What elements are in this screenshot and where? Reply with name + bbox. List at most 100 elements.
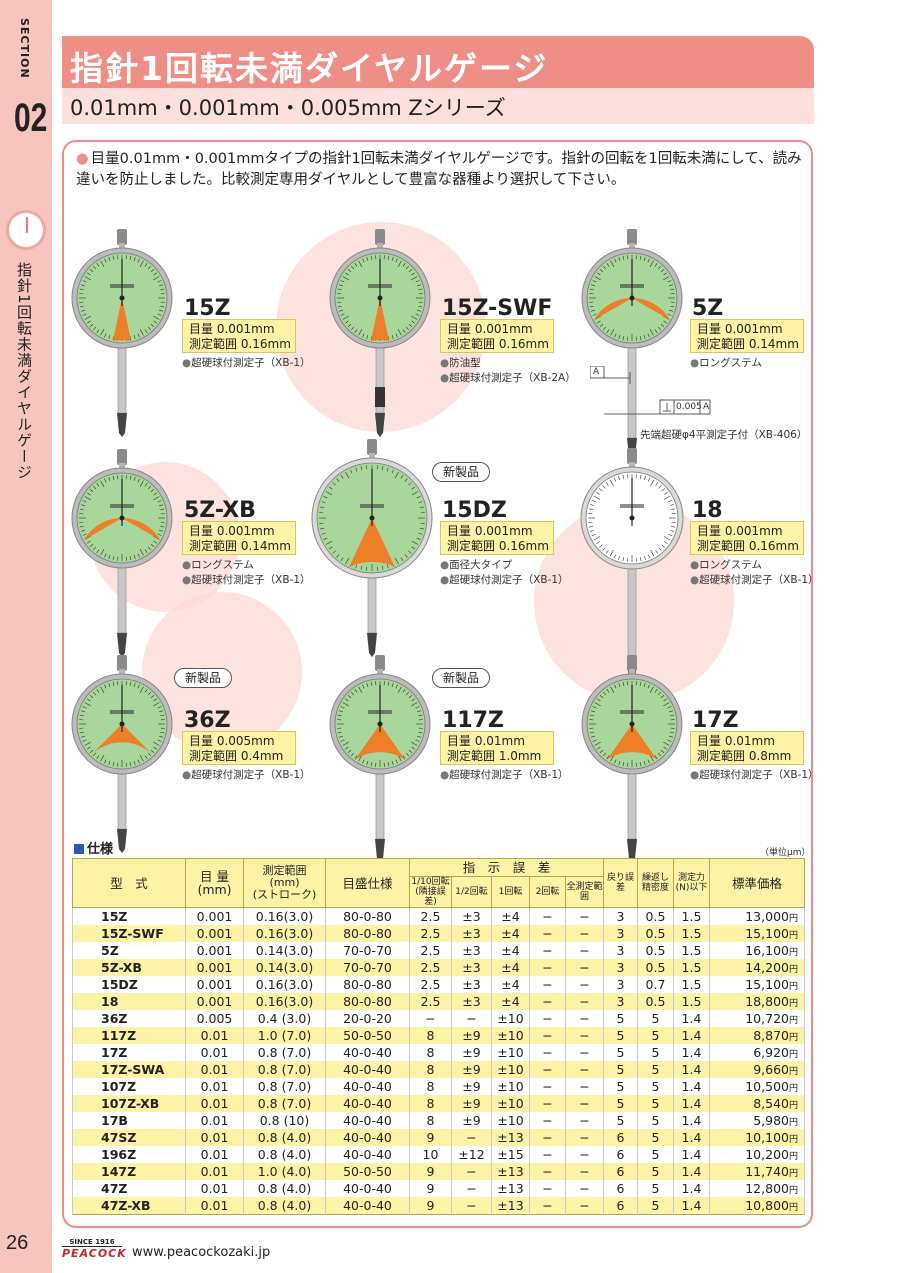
- yen-unit: 円: [788, 1203, 798, 1213]
- cell-hys: 6: [603, 1146, 638, 1163]
- cell-e3: ±4: [491, 925, 530, 942]
- cell-range: 0.8 (4.0): [243, 1146, 326, 1163]
- cell-e5: −: [565, 1163, 604, 1180]
- page-subtitle: 0.01mm・0.001mm・0.005mm Zシリーズ: [70, 96, 506, 120]
- price-value: 8,540: [753, 1096, 789, 1111]
- cell-grad: 0.01: [185, 1146, 244, 1163]
- product-notes: ●ロングステム ●超硬球付測定子（XB-1）: [690, 559, 819, 586]
- cell-grad: 0.01: [185, 1061, 244, 1078]
- note: ロングステム: [191, 559, 254, 571]
- table-row: 36Z 0.005 0.4 (3.0) 20-0-20− − ±10− −5 5 1.4 10,7…: [72, 1010, 805, 1027]
- spec-graduation: 目量 0.001mm: [189, 524, 275, 538]
- spec-box: 目量 0.001mm 測定範囲 0.16mm: [690, 521, 804, 555]
- footer-url[interactable]: www.peacockozaki.jp: [132, 1245, 271, 1260]
- cell-e1: 2.5: [409, 925, 452, 942]
- th-error: 指 示 誤 差: [409, 858, 604, 877]
- cell-hys: 5: [603, 1078, 638, 1095]
- cell-price: 15,100円: [709, 976, 805, 993]
- spec-graduation: 目量 0.001mm: [447, 322, 533, 336]
- spec-range: 測定範囲 0.16mm: [697, 539, 799, 553]
- cell-model: 36Z: [72, 1010, 186, 1027]
- cell-model: 107Z: [72, 1078, 186, 1095]
- cell-e3: ±13: [491, 1129, 530, 1146]
- cell-e4: −: [529, 907, 566, 925]
- cell-range: 0.8 (7.0): [243, 1061, 326, 1078]
- spec-range: 測定範囲 1.0mm: [447, 749, 542, 763]
- cell-e4: −: [529, 1061, 566, 1078]
- cell-e3: ±10: [491, 1027, 530, 1044]
- cell-price: 9,660円: [709, 1061, 805, 1078]
- cell-hys: 5: [603, 1044, 638, 1061]
- dial-gauge-image: [311, 439, 433, 657]
- cell-dial: 40-0-40: [325, 1197, 410, 1215]
- cell-e1: 8: [409, 1095, 452, 1112]
- title-bar: 指針1回転未満ダイヤルゲージ: [62, 36, 814, 88]
- cell-grad: 0.01: [185, 1095, 244, 1112]
- cell-e5: −: [565, 925, 604, 942]
- th-err4: 2回転: [529, 876, 566, 908]
- cell-model: 17Z: [72, 1044, 186, 1061]
- price-value: 14,200: [745, 960, 789, 975]
- th-repeat: 繰返し 精密度: [637, 858, 674, 908]
- cell-hys: 3: [603, 976, 638, 993]
- cell-e5: −: [565, 1112, 604, 1129]
- peacock-logo: SINCE 1916 PEACOCK: [62, 1238, 126, 1260]
- cell-force: 1.5: [673, 993, 710, 1010]
- cell-grad: 0.01: [185, 1163, 244, 1180]
- cell-e4: −: [529, 1078, 566, 1095]
- cell-e5: −: [565, 1061, 604, 1078]
- cell-grad: 0.01: [185, 1044, 244, 1061]
- dial-gauge-image: [581, 655, 683, 863]
- tolerance-drawing: [590, 366, 711, 415]
- product-notes: ●超硬球付測定子（XB-1）: [182, 357, 311, 369]
- note: 超硬球付測定子（XB-1）: [191, 357, 311, 369]
- cell-e5: −: [565, 1197, 604, 1215]
- cell-price: 13,000円: [709, 907, 805, 925]
- section-number: 02: [14, 96, 48, 140]
- cell-e5: −: [565, 1146, 604, 1163]
- note: 超硬球付測定子（XB-1）: [699, 574, 819, 586]
- cell-dial: 50-0-50: [325, 1163, 410, 1180]
- cell-model: 47Z-XB: [72, 1197, 186, 1215]
- yen-unit: 円: [788, 948, 798, 958]
- table-row: 47SZ 0.01 0.8 (4.0) 40-0-40 9− ±13− −6 5 1.4 10,1…: [72, 1129, 805, 1146]
- table-row: 17Z 0.01 0.8 (7.0) 40-0-40 8 ±9 ±10− −5 5 1.4 6,92…: [72, 1044, 805, 1061]
- model-name: 18: [692, 498, 723, 523]
- yen-unit: 円: [788, 1101, 798, 1111]
- cell-e2: ±3: [451, 907, 492, 925]
- model-name: 15DZ: [442, 498, 507, 523]
- unit-note: （単位μm）: [760, 848, 811, 858]
- cell-grad: 0.01: [185, 1078, 244, 1095]
- cell-e1: 8: [409, 1027, 452, 1044]
- cell-rep: 0.5: [637, 993, 674, 1010]
- cell-model: 117Z: [72, 1027, 186, 1044]
- cell-e4: −: [529, 925, 566, 942]
- cell-e2: ±12: [451, 1146, 492, 1163]
- cell-range: 0.8 (4.0): [243, 1197, 326, 1215]
- subtitle-bar: 0.01mm・0.001mm・0.005mm Zシリーズ: [62, 88, 814, 124]
- cell-grad: 0.01: [185, 1027, 244, 1044]
- table-row: 147Z 0.01 1.0 (4.0) 50-0-50 9− ±13− −6 5 1.4 11,7…: [72, 1163, 805, 1180]
- cell-e2: ±9: [451, 1095, 492, 1112]
- cell-e4: −: [529, 1095, 566, 1112]
- note: 超硬球付測定子（XB-1）: [191, 769, 311, 781]
- spec-box: 目量 0.01mm 測定範囲 1.0mm: [440, 731, 554, 765]
- cell-dial: 40-0-40: [325, 1044, 410, 1061]
- cell-force: 1.4: [673, 1027, 710, 1044]
- cell-force: 1.4: [673, 1112, 710, 1129]
- cell-force: 1.4: [673, 1197, 710, 1215]
- product-notes: ●超硬球付測定子（XB-1）: [182, 769, 311, 781]
- cell-rep: 0.7: [637, 976, 674, 993]
- cell-grad: 0.01: [185, 1112, 244, 1129]
- cell-e5: −: [565, 959, 604, 976]
- cell-dial: 40-0-40: [325, 1180, 410, 1197]
- cell-dial: 50-0-50: [325, 1027, 410, 1044]
- cell-range: 0.4 (3.0): [243, 1010, 326, 1027]
- intro-text: ● 目量0.01mm・0.001mmタイプの指針1回転未満ダイヤルゲージです。指針…: [76, 149, 806, 191]
- note: 超硬球付測定子（XB-1）: [699, 769, 819, 781]
- price-value: 10,100: [745, 1130, 789, 1145]
- price-value: 16,100: [745, 943, 789, 958]
- cell-dial: 40-0-40: [325, 1095, 410, 1112]
- cell-price: 15,100円: [709, 925, 805, 942]
- cell-rep: 5: [637, 1146, 674, 1163]
